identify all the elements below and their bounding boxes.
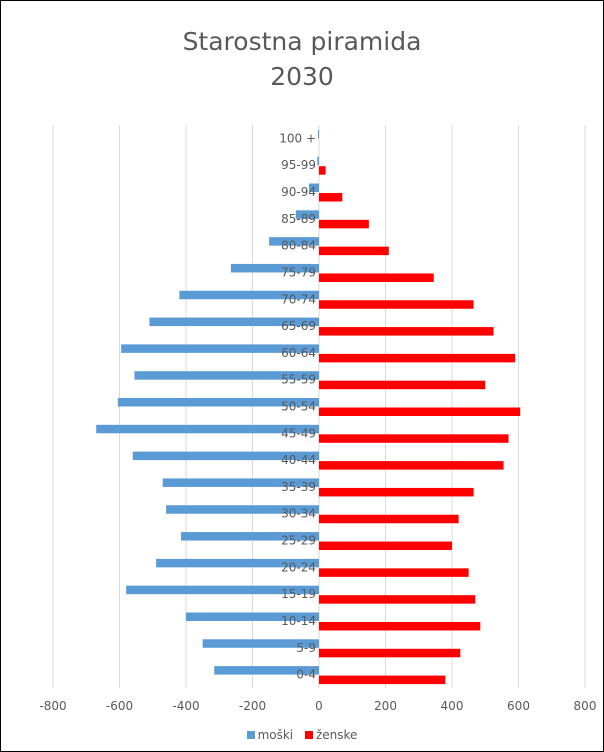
bar-moski — [318, 129, 319, 139]
category-label: 55-59 — [281, 373, 316, 387]
category-label: 5-9 — [296, 641, 316, 655]
bar-zenske — [319, 300, 474, 309]
bar-zenske — [319, 568, 469, 577]
bar-moski — [162, 478, 319, 487]
bar-moski — [269, 237, 319, 246]
bar-moski — [186, 612, 319, 621]
bar-moski — [214, 666, 319, 675]
x-tick-label: 600 — [507, 699, 530, 713]
chart-title: Starostna piramida — [182, 27, 422, 56]
category-label: 40-44 — [281, 453, 316, 467]
bar-zenske — [319, 380, 486, 390]
x-tick-label: -800 — [39, 699, 66, 713]
bar-moski — [156, 558, 319, 568]
x-tick-label: 0 — [315, 699, 323, 713]
x-tick-label: 400 — [441, 699, 464, 713]
legend-item-moski: moški — [246, 728, 294, 742]
bar-moski — [121, 344, 319, 353]
legend-label-zenske: ženske — [315, 728, 358, 742]
bar-moski — [179, 290, 319, 300]
bar-moski — [230, 263, 319, 273]
category-label: 60-64 — [281, 346, 316, 360]
bar-zenske — [319, 514, 459, 524]
bar-zenske — [319, 434, 509, 443]
bar-zenske — [319, 541, 452, 551]
legend-item-zenske: ženske — [304, 728, 358, 742]
category-label: 90-94 — [281, 185, 316, 199]
bar-moski — [166, 505, 319, 514]
category-label: 85-89 — [281, 212, 316, 226]
category-label: 0-4 — [296, 668, 316, 682]
bar-moski — [132, 451, 319, 461]
category-label: 30-34 — [281, 507, 316, 521]
category-label: 75-79 — [281, 265, 316, 279]
bar-moski — [317, 156, 319, 166]
bar-moski — [96, 424, 319, 434]
bar-moski — [134, 371, 319, 380]
bar-zenske — [319, 193, 343, 202]
category-label: 65-69 — [281, 319, 316, 333]
category-label: 35-39 — [281, 480, 316, 494]
category-label: 50-54 — [281, 400, 316, 414]
x-tick-label: -600 — [106, 699, 133, 713]
category-label: 25-29 — [281, 534, 316, 548]
bar-zenske — [319, 166, 326, 175]
category-label: 15-19 — [281, 587, 316, 601]
bar-zenske — [319, 407, 521, 416]
bar-moski — [117, 398, 320, 407]
bar-zenske — [319, 648, 461, 658]
x-tick-label: -200 — [239, 699, 266, 713]
x-tick-label: 800 — [574, 699, 597, 713]
category-label: 20-24 — [281, 560, 316, 574]
bar-moski — [126, 585, 320, 595]
bar-zenske — [319, 487, 474, 497]
bar-moski — [295, 210, 319, 219]
category-label: 100 + — [279, 131, 316, 145]
legend: moški ženske — [0, 728, 604, 742]
bar-zenske — [319, 273, 434, 282]
category-label: 45-49 — [281, 426, 316, 440]
bar-zenske — [319, 327, 494, 336]
category-label: 80-84 — [281, 239, 316, 253]
bar-zenske — [319, 675, 446, 685]
category-label: 70-74 — [281, 292, 316, 306]
bar-moski — [309, 183, 319, 193]
legend-swatch-moski — [246, 731, 255, 739]
legend-swatch-zenske — [304, 731, 313, 739]
x-tick-label: 200 — [374, 699, 397, 713]
bar-zenske — [319, 461, 504, 470]
bar-zenske — [319, 621, 481, 631]
x-tick-label: -400 — [172, 699, 199, 713]
bar-moski — [181, 532, 319, 541]
bar-zenske — [319, 595, 476, 604]
bar-moski — [149, 317, 319, 327]
bar-zenske — [319, 353, 516, 363]
category-label: 10-14 — [281, 614, 316, 628]
category-label: 95-99 — [281, 158, 316, 172]
bar-zenske — [319, 246, 389, 256]
bar-zenske — [319, 219, 369, 229]
legend-label-moski: moški — [257, 728, 294, 742]
bar-moski — [202, 639, 319, 648]
chart-subtitle: 2030 — [270, 62, 334, 91]
